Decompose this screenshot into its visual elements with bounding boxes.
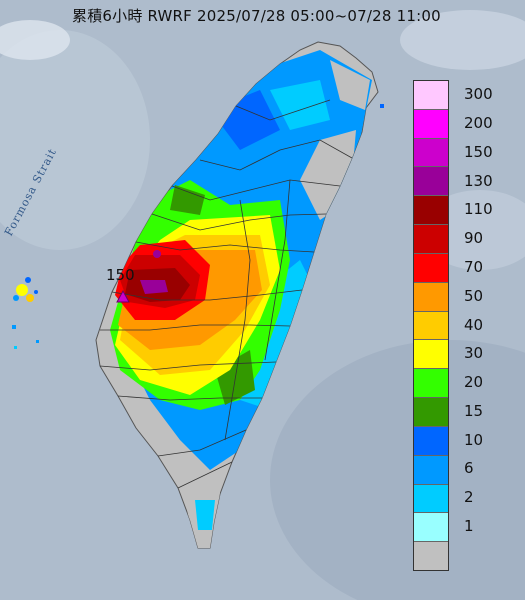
peak-value-label: 150 <box>106 266 135 284</box>
legend-swatch <box>414 166 448 196</box>
legend-label: 1 <box>464 516 474 535</box>
cloud-patch <box>0 20 70 60</box>
legend-swatch <box>414 483 448 513</box>
cloud-patch <box>400 10 525 70</box>
legend-label: 40 <box>464 315 484 334</box>
legend-swatch <box>414 281 448 311</box>
rain-zone-2 <box>270 80 330 130</box>
legend-label: 30 <box>464 344 484 363</box>
map-title: 累積6小時 RWRF 2025/07/28 05:00~07/28 11:00 <box>72 7 441 25</box>
guishan-island <box>380 104 384 108</box>
legend-label: 10 <box>464 430 484 449</box>
legend-label: 15 <box>464 401 484 420</box>
legend-swatch <box>414 397 448 426</box>
rain-zone-15 <box>215 350 255 405</box>
rain-zone-2 <box>195 500 215 530</box>
sea-shade <box>270 340 525 600</box>
legend-label: 130 <box>464 171 493 190</box>
legend-swatch <box>414 339 448 369</box>
peak-marker <box>116 289 130 303</box>
legend-swatch <box>414 195 448 225</box>
legend-label: 110 <box>464 200 493 219</box>
legend-swatch <box>414 137 448 167</box>
rainfall-zones <box>110 50 372 548</box>
legend-swatch <box>414 81 448 109</box>
legend-swatch <box>414 541 448 571</box>
color-legend <box>413 80 449 571</box>
legend-swatch <box>414 368 448 398</box>
legend-label: 90 <box>464 229 484 248</box>
legend-label: 150 <box>464 142 493 161</box>
legend-swatch <box>414 252 448 282</box>
legend-label: 200 <box>464 114 493 133</box>
legend-swatch <box>414 224 448 253</box>
rain-zone-130 <box>140 280 168 294</box>
boundary-lines <box>99 99 353 489</box>
legend-swatch <box>414 425 448 455</box>
legend-label: 300 <box>464 85 493 104</box>
penghu-islands <box>12 277 39 349</box>
rain-zone-15 <box>170 185 205 215</box>
legend-label: 50 <box>464 286 484 305</box>
legend-label: 20 <box>464 373 484 392</box>
legend-swatch <box>414 108 448 138</box>
legend-label: 6 <box>464 459 474 478</box>
legend-swatch <box>414 454 448 484</box>
legend-swatch <box>414 512 448 542</box>
legend-swatch <box>414 310 448 340</box>
legend-label: 2 <box>464 488 474 507</box>
rain-zone-light <box>330 60 370 110</box>
sea-shade <box>0 30 150 250</box>
rain-zone-130 <box>153 250 161 258</box>
legend-label: 70 <box>464 257 484 276</box>
